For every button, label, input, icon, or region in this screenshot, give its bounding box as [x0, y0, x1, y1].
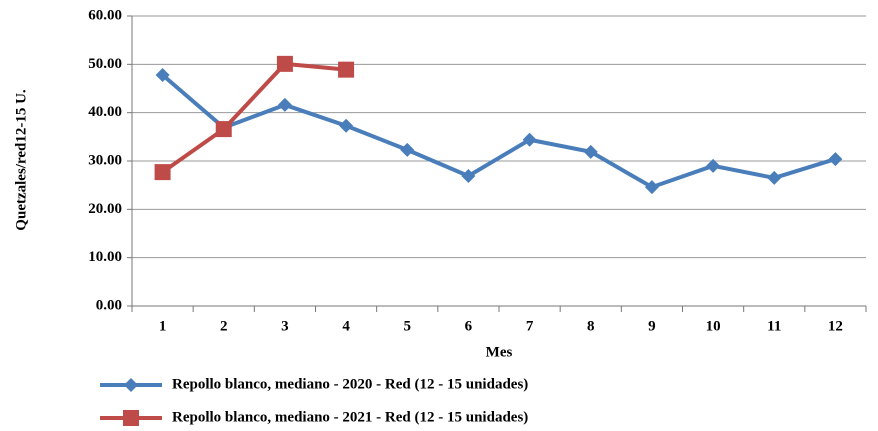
marker [400, 142, 415, 157]
marker [706, 158, 721, 173]
marker [124, 378, 138, 392]
marker [276, 55, 293, 72]
marker [123, 410, 139, 426]
series-line [161, 73, 837, 190]
x-tick-label: 2 [220, 318, 228, 334]
marker [338, 61, 355, 78]
marker [522, 132, 537, 147]
marker [767, 170, 782, 185]
x-tick-label: 3 [281, 318, 289, 334]
marker [215, 121, 232, 138]
y-tick-label: 30.00 [88, 152, 122, 168]
series-line [161, 61, 347, 174]
legend-label: Repollo blanco, mediano - 2021 - Red (12… [172, 409, 528, 425]
x-axis-label: Mes [486, 344, 513, 360]
y-tick-label: 50.00 [88, 56, 122, 72]
marker [155, 67, 170, 82]
marker [583, 144, 598, 159]
marker [339, 118, 354, 133]
marker [644, 180, 659, 195]
marker [828, 152, 843, 167]
x-tick-label: 1 [159, 318, 167, 334]
marker [461, 168, 476, 183]
y-tick-label: 20.00 [88, 201, 122, 217]
x-tick-label: 6 [465, 318, 473, 334]
y-tick-label: 0.00 [96, 297, 122, 313]
y-axis-label: Quetzales/red12-15 U. [13, 89, 29, 231]
y-tick-label: 60.00 [88, 7, 122, 23]
legend-label: Repollo blanco, mediano - 2020 - Red (12… [172, 376, 528, 392]
x-tick-label: 9 [648, 318, 656, 334]
x-tick-label: 5 [404, 318, 412, 334]
y-tick-label: 10.00 [88, 249, 122, 265]
x-tick-label: 4 [342, 318, 350, 334]
x-tick-label: 7 [526, 318, 534, 334]
x-tick-label: 8 [587, 318, 595, 334]
x-tick-label: 10 [706, 318, 721, 334]
x-tick-label: 11 [767, 318, 781, 334]
y-tick-label: 40.00 [88, 104, 122, 120]
x-tick-label: 12 [828, 318, 843, 334]
marker [277, 97, 292, 112]
marker [154, 164, 171, 181]
